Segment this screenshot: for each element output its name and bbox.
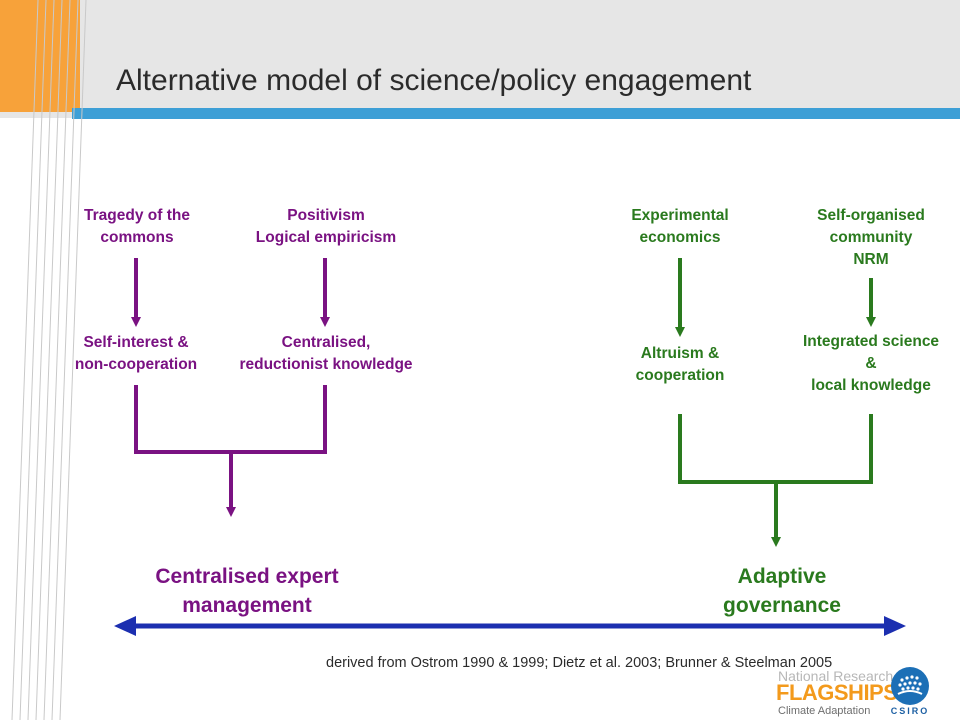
decorative-lines (11, 0, 87, 720)
spectrum-axis-right-head (884, 616, 906, 636)
left-merge-bracket (134, 385, 327, 454)
label-tragedy-of-commons: Tragedy of the commons (84, 207, 190, 246)
header-band (0, 0, 960, 118)
spectrum-axis-left-head (114, 616, 136, 636)
logo-line-flagships: FLAGSHIPS (776, 680, 898, 705)
outcome-centralised-expert-management: Centralised expert management (155, 565, 339, 617)
right-merge-bracket (678, 414, 873, 484)
logo-line-national-research: National Research (778, 668, 894, 684)
label-altruism-cooperation: Altruism & cooperation (635, 345, 725, 384)
logo-csiro-text: CSIRO (890, 706, 930, 716)
label-self-interest: Self-interest & non-cooperation (74, 334, 198, 373)
blue-title-rule (72, 108, 960, 119)
label-centralised-knowledge: Centralised, reductionist knowledge (239, 334, 413, 373)
label-self-organised-nrm: Self-organised community NRM (817, 207, 925, 268)
label-experimental-economics: Experimental economics (631, 207, 729, 246)
citation: derived from Ostrom 1990 & 1999; Dietz e… (326, 655, 833, 671)
csiro-emblem-icon (891, 667, 929, 705)
label-positivism: Positivism Logical empiricism (255, 207, 397, 246)
flagships-csiro-logo: National Research FLAGSHIPS Climate Adap… (772, 664, 960, 720)
label-integrated-science: Integrated science & local knowledge (802, 333, 940, 394)
outcome-adaptive-governance: Adaptive governance (723, 565, 841, 617)
logo-line-climate-adaptation: Climate Adaptation (778, 705, 871, 717)
slide-title: Alternative model of science/policy enga… (116, 64, 752, 97)
